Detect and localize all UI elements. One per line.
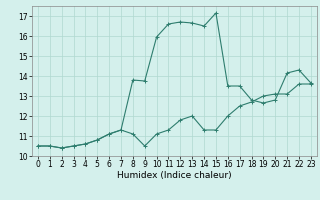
X-axis label: Humidex (Indice chaleur): Humidex (Indice chaleur) bbox=[117, 171, 232, 180]
